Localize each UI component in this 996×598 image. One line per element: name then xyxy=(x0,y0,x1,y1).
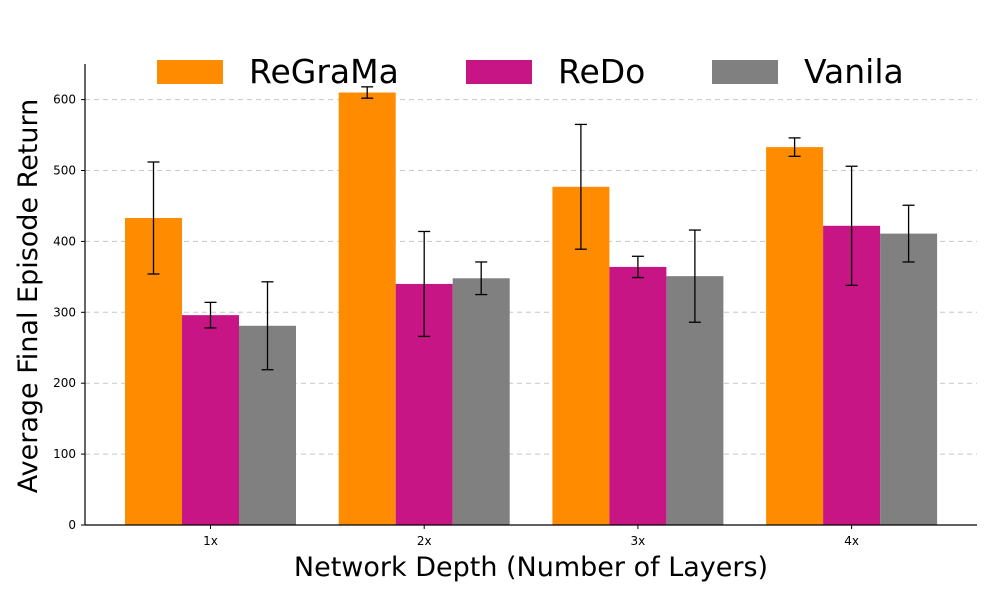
legend-label-vanila: Vanila xyxy=(804,52,904,91)
legend: ReGraMa ReDo Vanila xyxy=(157,52,904,91)
bars xyxy=(125,92,938,526)
y-tick-label: 100 xyxy=(53,447,76,461)
x-tick-label: 3x xyxy=(631,534,646,548)
bar-regrama-2x xyxy=(338,92,396,525)
bar-redo-3x xyxy=(609,266,667,525)
y-axis-title: Average Final Episode Return xyxy=(13,99,44,493)
y-tick-label: 300 xyxy=(53,305,76,319)
axes xyxy=(81,64,977,529)
bar-redo-1x xyxy=(182,315,239,525)
error-bars xyxy=(147,86,915,371)
x-tick-label: 2x xyxy=(417,534,432,548)
x-tick-label: 4x xyxy=(844,534,859,548)
tick-labels: 0 100 200 300 400 500 600 1x 2x 3x 4x xyxy=(53,93,859,548)
x-axis-title: Network Depth (Number of Layers) xyxy=(294,552,768,583)
bar-vanila-2x xyxy=(452,278,510,525)
x-tick-label: 1x xyxy=(203,534,218,548)
legend-swatch-regrama xyxy=(157,60,223,84)
y-tick-label: 500 xyxy=(53,164,76,178)
legend-label-regrama: ReGraMa xyxy=(249,52,399,91)
bar-regrama-4x xyxy=(766,147,824,525)
legend-swatch-vanila xyxy=(712,60,778,84)
y-tick-label: 200 xyxy=(53,376,76,390)
bar-vanila-4x xyxy=(880,233,938,525)
legend-label-redo: ReDo xyxy=(558,52,645,91)
y-tick-label: 0 xyxy=(68,518,76,532)
y-tick-label: 400 xyxy=(53,234,76,248)
y-tick-label: 600 xyxy=(53,93,76,107)
legend-swatch-redo xyxy=(466,60,532,84)
